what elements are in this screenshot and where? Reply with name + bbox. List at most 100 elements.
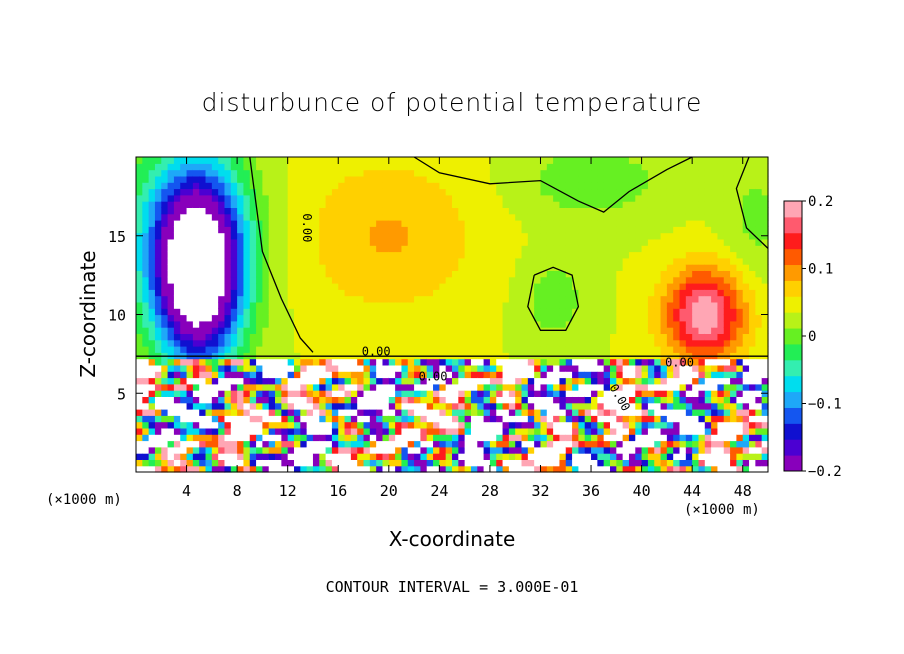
heatmap-cell [704, 251, 712, 259]
heatmap-cell [218, 276, 226, 284]
heatmap-cell [717, 333, 725, 341]
heatmap-cell [666, 383, 674, 391]
heatmap-cell [685, 182, 693, 190]
heatmap-cell [647, 188, 655, 196]
heatmap-cell [559, 415, 567, 423]
heatmap-cell [483, 390, 491, 397]
heatmap-cell [199, 213, 207, 221]
heatmap-cell [736, 415, 744, 423]
heatmap-cell [559, 201, 567, 208]
heatmap-cell [376, 188, 384, 196]
heatmap-cell [325, 327, 333, 334]
heatmap-cell [186, 251, 194, 259]
heatmap-cell [256, 220, 263, 227]
heatmap-cell [660, 238, 668, 246]
heatmap-cell [445, 301, 453, 309]
heatmap-cell [445, 283, 453, 290]
heatmap-cell [502, 276, 510, 284]
heatmap-cell [363, 220, 371, 227]
heatmap-cell [730, 320, 737, 328]
heatmap-cell [192, 434, 200, 442]
heatmap-cell [755, 415, 763, 423]
heatmap-cell [704, 276, 712, 284]
heatmap-cell [338, 465, 346, 473]
heatmap-cell [224, 440, 232, 448]
heatmap-cell [395, 289, 403, 297]
heatmap-cell [603, 201, 611, 208]
heatmap-cell [692, 333, 700, 341]
heatmap-cell [654, 175, 662, 183]
heatmap-cell [192, 459, 200, 467]
heatmap-cell [698, 232, 706, 240]
heatmap-cell [673, 327, 681, 334]
heatmap-cell [742, 175, 750, 183]
heatmap-cell [173, 339, 181, 347]
heatmap-cell [704, 440, 712, 448]
heatmap-cell [591, 383, 598, 391]
heatmap-cell [591, 308, 598, 316]
heatmap-cell [496, 157, 504, 164]
heatmap-cell [666, 364, 674, 372]
heatmap-cell [660, 251, 668, 259]
heatmap-cell [470, 175, 478, 183]
heatmap-cell [363, 346, 371, 353]
heatmap-cell [749, 314, 756, 322]
heatmap-cell [249, 346, 257, 353]
heatmap-cell [730, 220, 737, 227]
heatmap-cell [249, 169, 257, 177]
heatmap-cell [306, 220, 314, 227]
heatmap-cell [578, 245, 586, 253]
heatmap-cell [704, 396, 712, 404]
heatmap-cell [603, 339, 611, 347]
heatmap-cell [565, 383, 573, 391]
heatmap-cell [553, 440, 561, 448]
heatmap-cell [256, 301, 263, 309]
heatmap-cell [755, 440, 763, 448]
heatmap-cell [256, 283, 263, 290]
heatmap-cell [211, 238, 219, 246]
heatmap-cell [376, 207, 384, 215]
heatmap-cell [483, 402, 491, 410]
heatmap-cell [407, 358, 415, 366]
heatmap-cell [666, 163, 674, 171]
heatmap-cell [294, 409, 301, 416]
heatmap-cell [679, 226, 687, 234]
heatmap-cell [742, 371, 750, 379]
heatmap-cell [445, 377, 453, 385]
heatmap-cell [275, 390, 282, 397]
heatmap-cell [666, 358, 674, 366]
heatmap-cell [186, 213, 194, 221]
heatmap-cell [584, 427, 592, 435]
heatmap-cell [319, 308, 327, 316]
heatmap-cell [628, 377, 636, 385]
heatmap-cell [477, 194, 485, 202]
heatmap-cell [502, 453, 510, 460]
heatmap-cell [136, 169, 143, 177]
heatmap-cell [312, 377, 320, 385]
heatmap-cell [660, 453, 668, 460]
heatmap-cell [635, 314, 643, 322]
heatmap-cell [711, 295, 719, 303]
heatmap-cell [224, 427, 232, 435]
heatmap-cell [489, 169, 497, 177]
heatmap-cell [761, 346, 769, 353]
heatmap-cell [161, 257, 169, 265]
heatmap-cell [338, 201, 346, 208]
heatmap-cell [742, 295, 750, 303]
heatmap-cell [376, 346, 384, 353]
heatmap-cell [325, 232, 333, 240]
heatmap-cell [515, 371, 523, 379]
heatmap-cell [186, 415, 194, 423]
heatmap-cell [553, 163, 561, 171]
heatmap-cell [521, 371, 529, 379]
heatmap-cell [628, 421, 636, 429]
heatmap-cell [559, 346, 567, 353]
heatmap-cell [452, 157, 459, 164]
heatmap-cell [647, 194, 655, 202]
heatmap-cell [692, 226, 700, 234]
heatmap-cell [287, 453, 295, 460]
heatmap-cell [508, 371, 516, 379]
heatmap-cell [331, 276, 339, 284]
heatmap-cell [559, 283, 567, 290]
heatmap-cell [452, 264, 459, 271]
